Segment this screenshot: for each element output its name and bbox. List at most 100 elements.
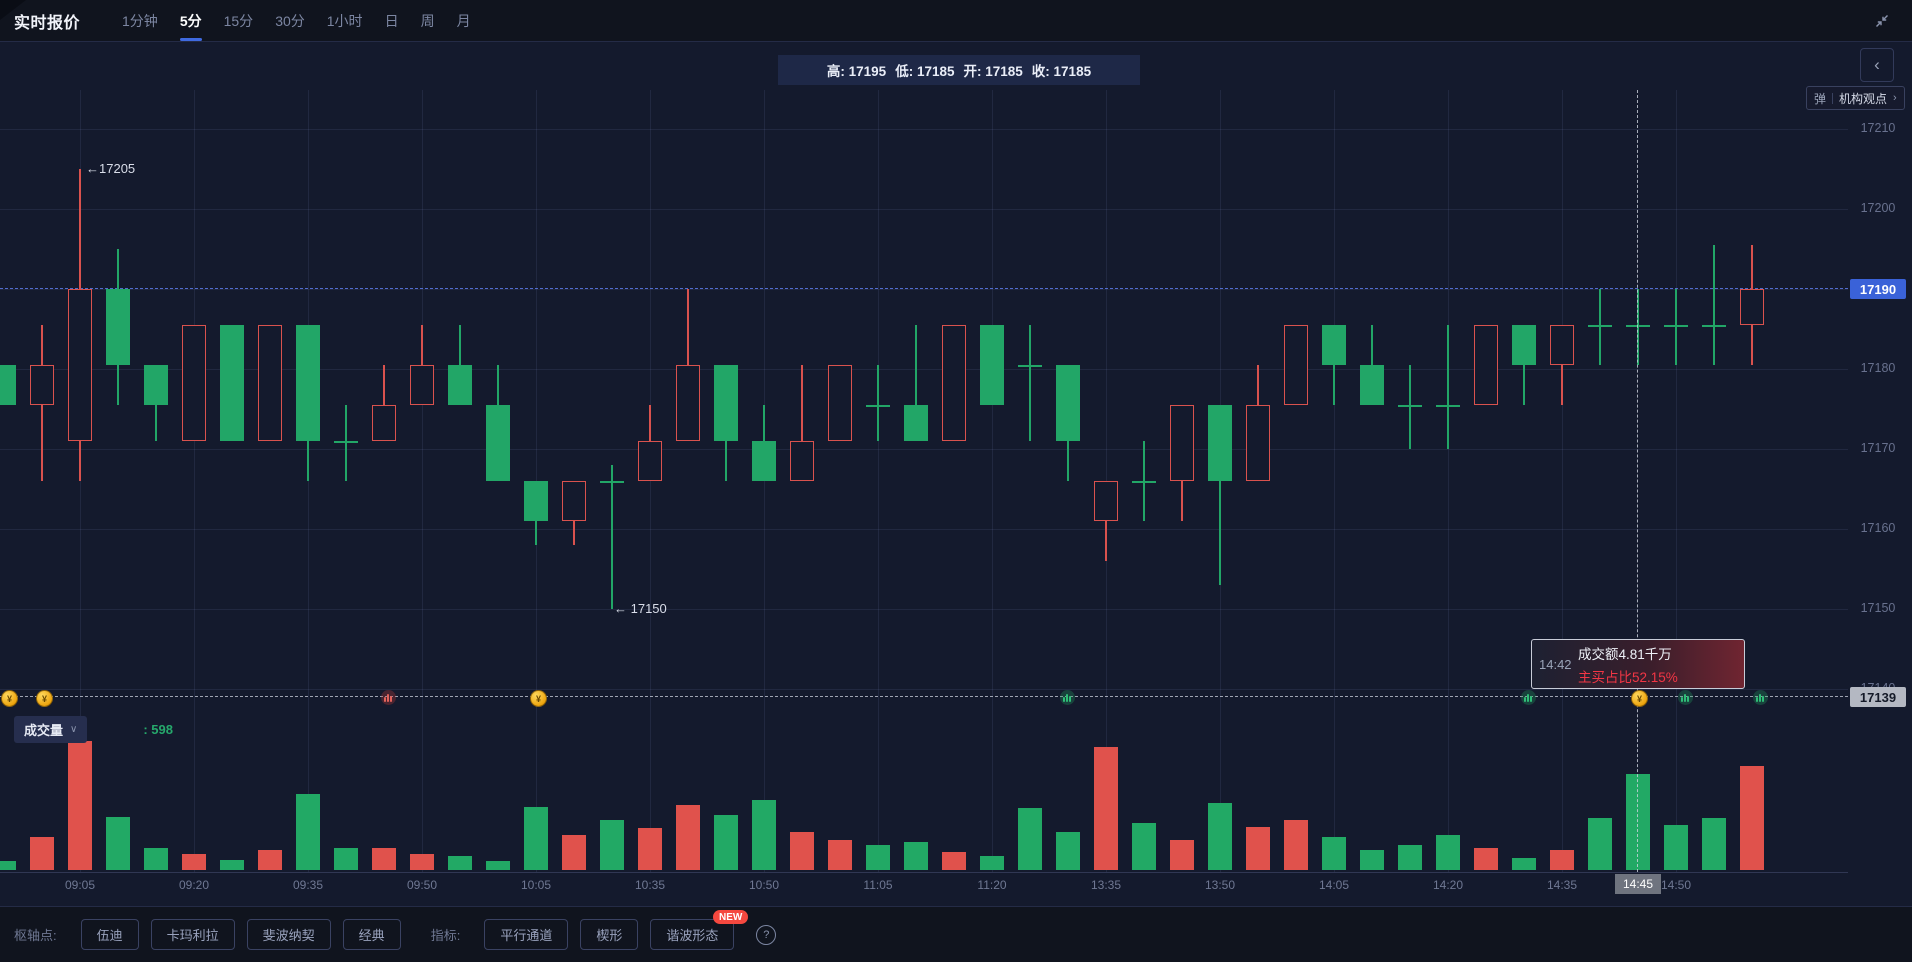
volume-bar[interactable] [1702, 818, 1726, 870]
candle[interactable] [1740, 289, 1764, 325]
indicator-button-平行通道[interactable]: 平行通道 [484, 919, 569, 950]
volume-bar[interactable] [1588, 818, 1612, 870]
volume-bar[interactable] [1094, 747, 1118, 870]
candle[interactable] [904, 405, 928, 441]
pivot-button-伍迪[interactable]: 伍迪 [80, 919, 139, 950]
coin-icon[interactable]: ¥ [530, 690, 547, 707]
candle[interactable] [258, 325, 282, 441]
volume-bar[interactable] [524, 807, 548, 870]
candle[interactable] [524, 481, 548, 521]
volume-bar[interactable] [1664, 825, 1688, 870]
tab-日[interactable]: 日 [384, 12, 399, 29]
coin-icon[interactable]: ¥ [36, 690, 53, 707]
candle[interactable] [1398, 405, 1422, 407]
help-icon[interactable]: ? [756, 924, 777, 945]
candle[interactable] [562, 481, 586, 521]
candle[interactable] [448, 365, 472, 405]
candle[interactable] [1664, 325, 1688, 327]
candle[interactable] [30, 365, 54, 405]
volume-bar[interactable] [1360, 850, 1384, 870]
candle[interactable] [1208, 405, 1232, 481]
volume-bar[interactable] [296, 794, 320, 870]
candle[interactable] [980, 325, 1004, 405]
volume-bar[interactable] [866, 845, 890, 870]
tab-30分[interactable]: 30分 [275, 12, 305, 29]
volume-bar[interactable] [30, 837, 54, 870]
volume-bar[interactable] [676, 805, 700, 870]
candle[interactable] [1018, 365, 1042, 367]
volume-indicator-dropdown[interactable]: 成交量 ∨ [14, 716, 88, 743]
volume-bar[interactable] [1246, 827, 1270, 870]
candle[interactable] [1512, 325, 1536, 365]
pivot-button-经典[interactable]: 经典 [342, 919, 401, 950]
volume-bar[interactable] [1018, 808, 1042, 870]
volume-bar[interactable] [980, 856, 1004, 870]
volume-bar[interactable] [486, 861, 510, 870]
volume-bar[interactable] [1132, 823, 1156, 870]
candle[interactable] [1588, 325, 1612, 327]
volume-bar[interactable] [220, 860, 244, 870]
candle[interactable] [1474, 325, 1498, 405]
candle[interactable] [1246, 405, 1270, 481]
volume-bar[interactable] [1474, 848, 1498, 870]
candle[interactable] [486, 405, 510, 481]
candle[interactable] [144, 365, 168, 405]
indicator-button-楔形[interactable]: 楔形 [580, 919, 639, 950]
candle[interactable] [220, 325, 244, 441]
candle[interactable] [714, 365, 738, 441]
candle[interactable] [68, 289, 92, 441]
volume-bar[interactable] [1740, 766, 1764, 870]
volume-bar[interactable] [790, 832, 814, 870]
institution-view-badge[interactable]: 弹 机构观点 › [1806, 86, 1905, 110]
candle[interactable] [1436, 405, 1460, 407]
volume-bar[interactable] [638, 828, 662, 870]
volume-bar[interactable] [1170, 840, 1194, 870]
volume-bar[interactable] [410, 854, 434, 870]
pivot-button-斐波纳契[interactable]: 斐波纳契 [246, 919, 331, 950]
sell-bars-icon[interactable] [381, 690, 396, 705]
candle[interactable] [828, 365, 852, 441]
candle[interactable] [866, 405, 890, 407]
candle[interactable] [638, 441, 662, 481]
buy-bars-icon[interactable] [1060, 690, 1075, 705]
candle[interactable] [1322, 325, 1346, 365]
volume-bar[interactable] [258, 850, 282, 870]
volume-bar[interactable] [448, 856, 472, 870]
volume-bar[interactable] [828, 840, 852, 870]
volume-bar[interactable] [144, 848, 168, 870]
tab-1分钟[interactable]: 1分钟 [122, 12, 158, 29]
tab-1小时[interactable]: 1小时 [326, 12, 363, 29]
volume-bar[interactable] [1436, 835, 1460, 870]
volume-bar[interactable] [182, 854, 206, 870]
candle[interactable] [1170, 405, 1194, 481]
volume-bar[interactable] [600, 820, 624, 870]
volume-bar[interactable] [562, 835, 586, 870]
candle[interactable] [600, 481, 624, 483]
volume-bar[interactable] [334, 848, 358, 870]
candle[interactable] [1284, 325, 1308, 405]
tab-月[interactable]: 月 [456, 12, 471, 29]
volume-bar[interactable] [1398, 845, 1422, 870]
volume-bar[interactable] [1550, 850, 1574, 870]
candle[interactable] [1550, 325, 1574, 365]
candle[interactable] [372, 405, 396, 441]
volume-bar[interactable] [1284, 820, 1308, 870]
candle[interactable] [182, 325, 206, 441]
volume-bar[interactable] [1056, 832, 1080, 870]
volume-bar[interactable] [372, 848, 396, 870]
candle[interactable] [410, 365, 434, 405]
volume-bar[interactable] [106, 817, 130, 870]
candle[interactable] [1056, 365, 1080, 441]
candle[interactable] [752, 441, 776, 481]
tab-15分[interactable]: 15分 [223, 12, 254, 29]
candle[interactable] [790, 441, 814, 481]
candle[interactable] [1626, 325, 1650, 327]
candle[interactable] [1702, 325, 1726, 327]
volume-bar[interactable] [68, 741, 92, 870]
volume-bar[interactable] [0, 861, 16, 870]
candle[interactable] [334, 441, 358, 443]
volume-bar[interactable] [1512, 858, 1536, 870]
collapse-icon[interactable] [1874, 13, 1890, 29]
coin-icon[interactable]: ¥ [1631, 690, 1648, 707]
